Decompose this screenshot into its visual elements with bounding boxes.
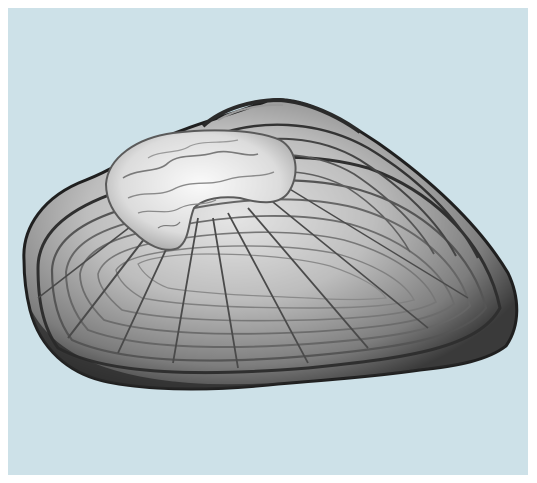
shell-illustration <box>22 97 519 391</box>
umbo <box>104 129 297 251</box>
illustration-background <box>8 8 528 475</box>
hinge-ridge <box>201 97 362 134</box>
